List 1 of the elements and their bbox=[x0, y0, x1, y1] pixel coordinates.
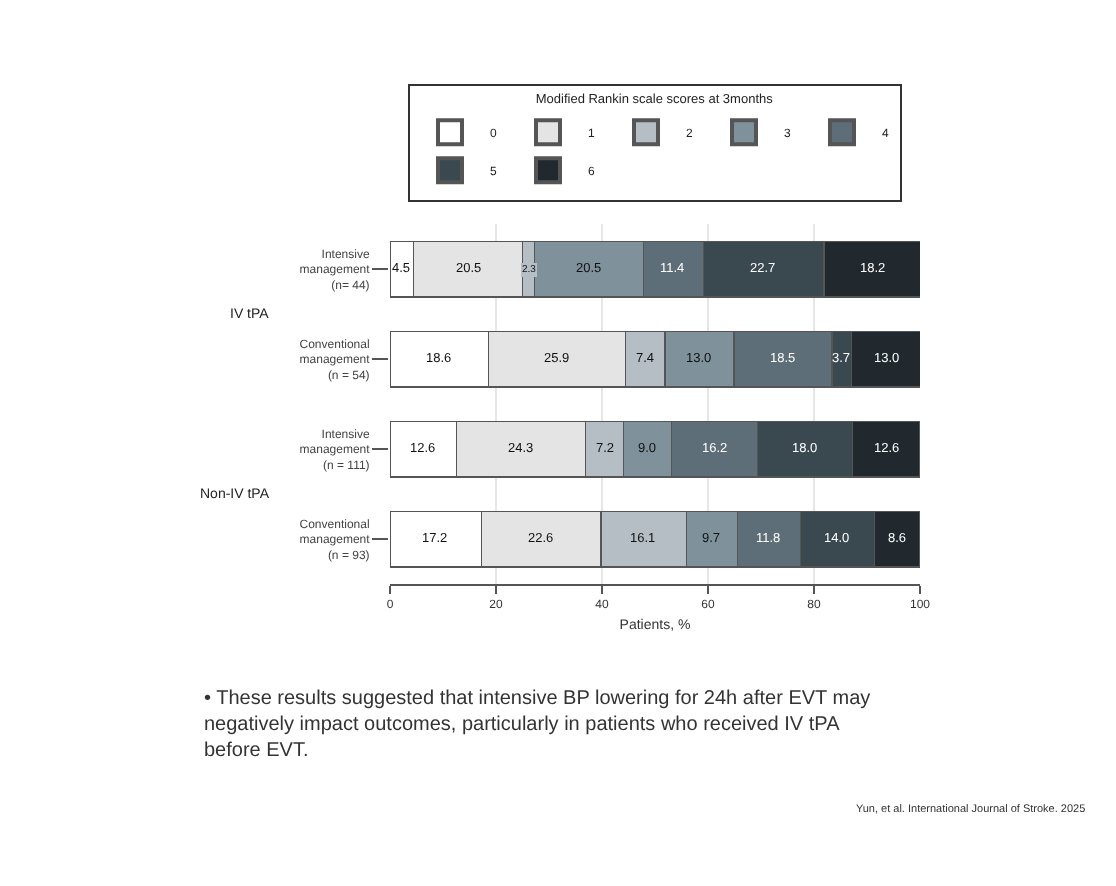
text: • These results suggested that intensive BP lowering for 24h after EVT may negatively impact outcomes, particularly in patients who received IV tPA before EVT. bbox=[204, 688, 871, 762]
